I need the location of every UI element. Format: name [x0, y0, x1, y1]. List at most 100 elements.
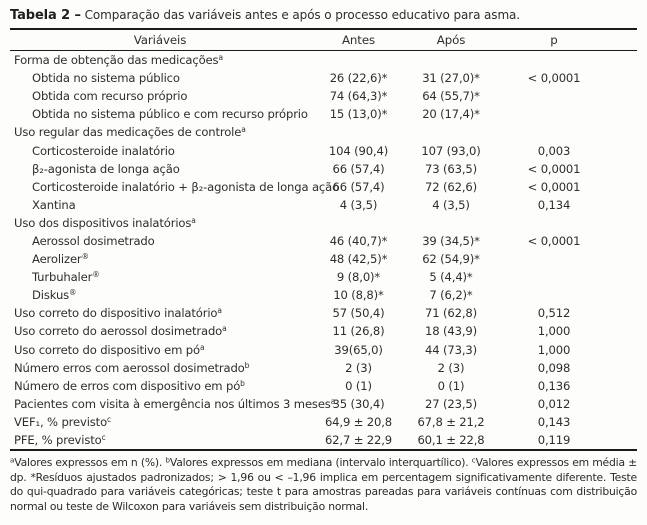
table-row: Pacientes com visita à emergência nos úl… [10, 395, 637, 413]
cell-variavel: Uso regular das medicações de controlea [14, 125, 246, 140]
cell-antes: 104 (90,4) [328, 143, 389, 158]
cell-apos: 39 (34,5)* [422, 233, 480, 248]
cell-p: 0,136 [537, 378, 571, 393]
cell-p: 0,134 [537, 197, 571, 212]
cell-antes: 26 (22,6)* [329, 71, 388, 86]
cell-antes: 46 (40,7)* [329, 233, 388, 248]
table-row: Uso correto do dispositivo inalatórioa 57… [10, 304, 637, 322]
table-row: Número de erros com dispositivo em pób 0 … [10, 377, 637, 395]
cell-p: 0,143 [537, 414, 571, 429]
footnote-marker: b [165, 456, 170, 465]
cell-apos: 67,8 ± 21,2 [417, 414, 485, 429]
table-title: Tabela 2 – Comparação das variáveis ante… [10, 7, 637, 24]
table-row: Uso correto do aerossol dosimetradoa 11 (… [10, 322, 637, 340]
footnote-marker: c [107, 414, 112, 424]
cell-variavel: Uso correto do aerossol dosimetradoa [14, 324, 227, 339]
table-row: VEF₁, % previstoc 64,9 ± 20,8 67,8 ± 21,2 0… [10, 413, 637, 431]
cell-antes: 62,7 ± 22,9 [324, 433, 393, 448]
table-row: Forma de obtenção das medicaçõesa [10, 51, 637, 69]
table-row: Obtida no sistema público e com recurso … [10, 105, 637, 123]
footnote-marker: a [222, 324, 227, 334]
cell-p: 1,000 [537, 342, 571, 357]
table-row: Obtida no sistema público 26 (22,6)* 31 (2… [10, 69, 637, 87]
cell-p: 0,119 [537, 433, 571, 448]
table-row: Uso dos dispositivos inalatóriosa [10, 214, 637, 232]
cell-p: 0,098 [537, 360, 571, 375]
cell-apos: 64 (55,7)* [422, 89, 480, 104]
table-row: Obtida com recurso próprio 74 (64,3)* 64 (… [10, 87, 637, 105]
cell-antes: 4 (3,5) [339, 197, 378, 212]
table-body: Forma de obtenção das medicaçõesa Obtida … [10, 51, 637, 449]
header-rule [10, 50, 637, 51]
cell-apos: 72 (62,6) [425, 179, 477, 194]
cell-antes: 15 (13,0)* [329, 107, 388, 122]
footnote-marker: a [191, 215, 196, 225]
footnote-marker: a [199, 342, 205, 352]
footnote-marker: ® [69, 288, 77, 298]
cell-apos: 20 (17,4)* [422, 107, 480, 122]
cell-p: 0,003 [537, 143, 571, 158]
cell-variavel: Diskus® [32, 288, 77, 303]
footnote-marker: ® [81, 252, 90, 262]
footnote-marker: b [244, 360, 250, 370]
table-row: Aerossol dosimetrado 46 (40,7)* 39 (34,5)*… [10, 232, 637, 250]
cell-apos: 62 (54,9)* [422, 252, 480, 267]
cell-variavel: Aerossol dosimetrado [32, 233, 155, 248]
cell-apos: 4 (3,5) [432, 197, 470, 212]
cell-apos: 5 (4,4)* [429, 270, 473, 285]
footnote-marker: b [240, 378, 245, 388]
cell-p: < 0,0001 [527, 71, 581, 86]
footnote-marker: ® [92, 270, 100, 280]
footnote-text: Valores expressos em média ± dp. [10, 456, 637, 484]
footnote-marker: a [330, 396, 336, 406]
cell-antes: 48 (42,5)* [329, 252, 388, 267]
cell-antes: 2 (3) [345, 360, 372, 375]
table-row: Diskus® 10 (8,8)* 7 (6,2)* [10, 286, 637, 304]
cell-variavel: Número de erros com dispositivo em pób [14, 378, 245, 393]
cell-variavel: Corticosteroide inalatório + β₂-agonista… [32, 179, 340, 194]
table-row: Xantina 4 (3,5) 4 (3,5) 0,134 [10, 196, 637, 214]
cell-apos: 60,1 ± 22,8 [417, 433, 485, 448]
table-row: Turbuhaler® 9 (8,0)* 5 (4,4)* [10, 268, 637, 286]
cell-variavel: Aerolizer® [32, 252, 90, 267]
cell-antes: 66 (57,4) [332, 161, 385, 176]
cell-antes: 66 (57,4) [332, 179, 385, 194]
cell-apos: 7 (6,2)* [429, 288, 473, 303]
cell-p: < 0,0001 [527, 161, 581, 176]
cell-apos: 0 (1) [437, 378, 465, 393]
cell-apos: 27 (23,5) [425, 396, 477, 411]
cell-antes: 9 (8,0)* [336, 270, 381, 285]
bottom-rule [10, 449, 637, 452]
table-row: Corticosteroide inalatório + β₂-agonista… [10, 178, 637, 196]
cell-antes: 10 (8,8)* [333, 288, 384, 303]
table-row: Número erros com aerossol dosimetradob 2 … [10, 359, 637, 377]
cell-apos: 107 (93,0) [421, 143, 481, 158]
cell-variavel: Obtida no sistema público e com recurso … [32, 107, 308, 122]
table-row: Uso regular das medicações de controlea [10, 123, 637, 141]
footnote-text: Valores expressos em n (%). [14, 456, 166, 470]
column-header-apos: Após [436, 33, 466, 47]
cell-variavel: Obtida com recurso próprio [32, 89, 188, 104]
table-title-text: Comparação das variáveis antes e após o … [84, 8, 521, 22]
cell-p: 1,000 [537, 324, 571, 339]
cell-variavel: Uso dos dispositivos inalatóriosa [14, 215, 196, 230]
cell-variavel: Xantina [32, 197, 76, 212]
cell-antes: 74 (64,3)* [329, 89, 388, 104]
cell-variavel: Forma de obtenção das medicaçõesa [14, 53, 224, 68]
cell-antes: 35 (30,4) [332, 396, 385, 411]
cell-variavel: PFE, % previstoc [14, 433, 106, 448]
table-row: Corticosteroide inalatório 104 (90,4) 107 … [10, 141, 637, 159]
top-rule [10, 28, 637, 30]
table-2-figure: Tabela 2 – Comparação das variáveis ante… [10, 7, 637, 513]
cell-variavel: Uso correto do dispositivo em póa [14, 342, 205, 357]
cell-variavel: β₂-agonista de longa ação [32, 161, 180, 176]
table-row: Uso correto do dispositivo em póa 39(65,0… [10, 341, 637, 359]
cell-antes: 64,9 ± 20,8 [324, 414, 393, 429]
column-header-variaveis: Variáveis [133, 33, 187, 47]
table-header-row: Variáveis Antes Após p [10, 30, 637, 50]
footnote-marker: a [217, 306, 222, 316]
column-header-p: p [550, 33, 558, 47]
table-number-label: Tabela 2 – [10, 8, 81, 23]
cell-apos: 2 (3) [437, 360, 465, 375]
cell-variavel: Obtida no sistema público [32, 71, 180, 86]
